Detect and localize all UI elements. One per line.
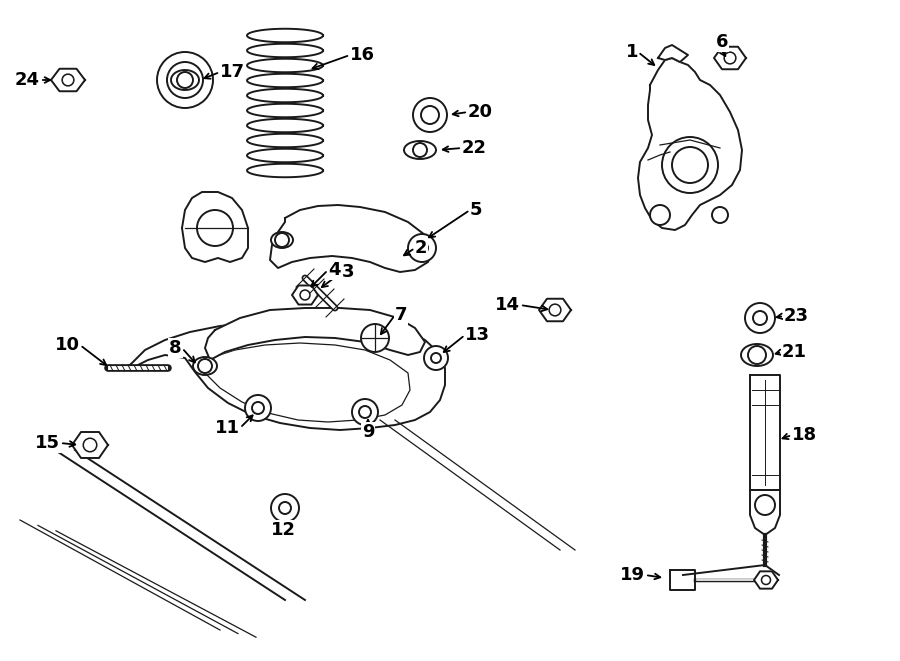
Circle shape <box>83 438 97 451</box>
Circle shape <box>413 143 427 157</box>
Polygon shape <box>658 45 688 62</box>
Text: 23: 23 <box>784 307 809 325</box>
Polygon shape <box>292 286 318 305</box>
Text: 22: 22 <box>462 139 487 157</box>
Circle shape <box>352 399 378 425</box>
Circle shape <box>712 207 728 223</box>
Circle shape <box>361 324 389 352</box>
Polygon shape <box>750 375 780 490</box>
Text: 2: 2 <box>415 239 428 257</box>
Text: 6: 6 <box>716 33 728 51</box>
Circle shape <box>424 346 448 370</box>
Ellipse shape <box>271 232 293 248</box>
Circle shape <box>408 234 436 262</box>
Circle shape <box>252 402 264 414</box>
Circle shape <box>748 346 766 364</box>
Circle shape <box>359 406 371 418</box>
Text: 16: 16 <box>350 46 375 64</box>
Circle shape <box>198 359 212 373</box>
Text: 17: 17 <box>220 63 245 81</box>
Text: 5: 5 <box>470 201 482 219</box>
Circle shape <box>755 495 775 515</box>
Text: 24: 24 <box>15 71 40 89</box>
Circle shape <box>745 303 775 333</box>
Text: 7: 7 <box>395 306 408 324</box>
Text: 10: 10 <box>55 336 80 354</box>
Circle shape <box>549 304 561 316</box>
Circle shape <box>761 576 770 584</box>
Circle shape <box>167 62 203 98</box>
Ellipse shape <box>171 70 199 90</box>
Circle shape <box>413 98 447 132</box>
Circle shape <box>245 395 271 421</box>
Polygon shape <box>638 58 742 230</box>
Text: 8: 8 <box>169 339 182 357</box>
Circle shape <box>62 74 74 86</box>
Circle shape <box>672 147 708 183</box>
Text: 20: 20 <box>468 103 493 121</box>
Polygon shape <box>714 47 746 69</box>
Text: 1: 1 <box>626 43 638 61</box>
Polygon shape <box>270 205 432 272</box>
Text: 11: 11 <box>215 419 240 437</box>
Text: 19: 19 <box>620 566 645 584</box>
Text: 21: 21 <box>782 343 807 361</box>
Text: 4: 4 <box>328 261 340 279</box>
Circle shape <box>650 205 670 225</box>
Text: 12: 12 <box>271 521 295 539</box>
Circle shape <box>300 290 310 300</box>
Circle shape <box>662 137 718 193</box>
Circle shape <box>275 233 289 247</box>
Polygon shape <box>205 308 425 360</box>
Ellipse shape <box>404 141 436 159</box>
Polygon shape <box>130 320 445 430</box>
Text: 9: 9 <box>362 423 374 441</box>
Text: 14: 14 <box>495 296 520 314</box>
Polygon shape <box>754 571 778 589</box>
Polygon shape <box>51 69 85 91</box>
Ellipse shape <box>741 344 773 366</box>
Circle shape <box>724 52 736 64</box>
Text: 13: 13 <box>465 326 490 344</box>
Circle shape <box>271 494 299 522</box>
Text: 3: 3 <box>342 263 355 281</box>
Circle shape <box>177 72 193 88</box>
Polygon shape <box>670 570 695 590</box>
Ellipse shape <box>193 357 217 375</box>
Circle shape <box>197 210 233 246</box>
Circle shape <box>279 502 291 514</box>
Polygon shape <box>72 432 108 458</box>
Circle shape <box>753 311 767 325</box>
Polygon shape <box>182 192 248 262</box>
Polygon shape <box>539 299 571 321</box>
Circle shape <box>416 242 428 254</box>
Polygon shape <box>750 490 780 535</box>
Circle shape <box>431 353 441 363</box>
Circle shape <box>157 52 213 108</box>
Circle shape <box>421 106 439 124</box>
Text: 18: 18 <box>792 426 817 444</box>
Text: 15: 15 <box>35 434 60 452</box>
